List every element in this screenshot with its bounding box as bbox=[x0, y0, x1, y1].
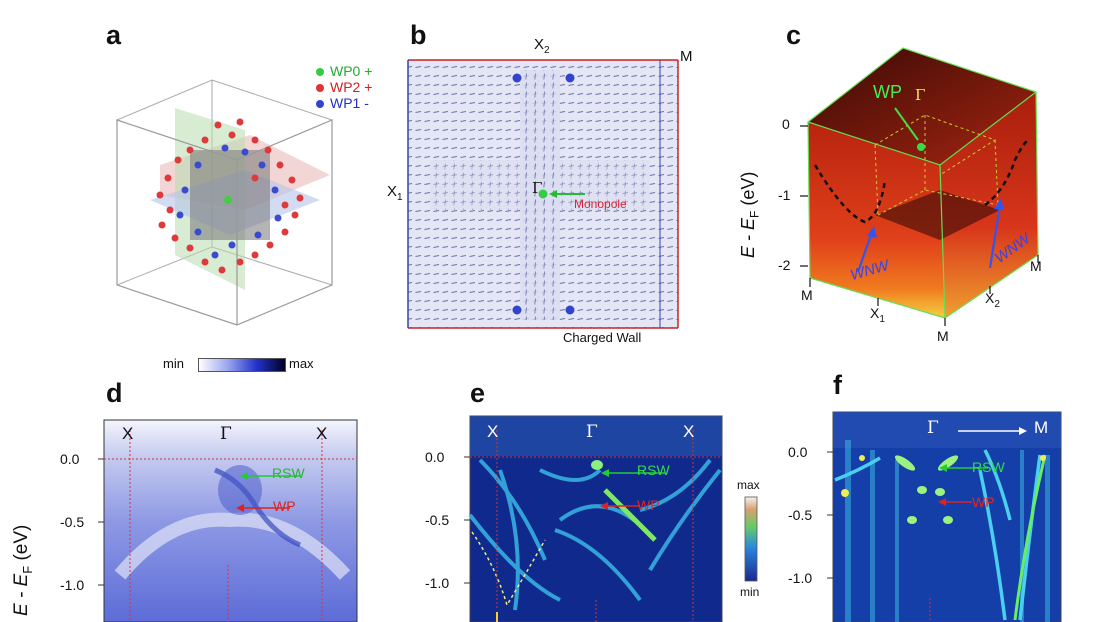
f-m: M bbox=[1034, 418, 1049, 437]
panel-e-label: e bbox=[470, 378, 486, 408]
f-ytick-2: -1.0 bbox=[788, 570, 813, 586]
b-x2-label: X2 bbox=[534, 36, 550, 56]
e-ytick-1: -0.5 bbox=[425, 512, 450, 528]
c-ytick-2: -2 bbox=[778, 257, 791, 273]
b-m-label: M bbox=[680, 48, 693, 65]
panel-c-label: c bbox=[786, 20, 802, 50]
c-m-bottom: M bbox=[937, 328, 949, 344]
f-ytick-0: 0.0 bbox=[788, 444, 808, 460]
panel-a-label: a bbox=[106, 20, 122, 50]
c-ylabel: E - EF (eV) bbox=[738, 171, 762, 258]
f-wp: WP bbox=[972, 494, 995, 510]
legend-wp2: WP2 + bbox=[330, 79, 373, 95]
legend-wp0: WP0 + bbox=[330, 63, 373, 79]
f-ytick-1: -0.5 bbox=[788, 507, 813, 523]
e-x-right: X bbox=[683, 422, 695, 441]
c-x2-label: X2 bbox=[985, 290, 1000, 310]
e-wp: WP bbox=[637, 497, 660, 513]
panel-f-label: f bbox=[833, 370, 842, 400]
colorbar-a-min: min bbox=[163, 356, 184, 371]
f-gamma: Γ bbox=[927, 418, 939, 438]
d-wp: WP bbox=[273, 498, 296, 514]
c-wnw-left: WNW bbox=[848, 256, 891, 285]
panel-b-label: b bbox=[410, 20, 427, 50]
b-x1-label: X1 bbox=[387, 183, 403, 203]
c-x1-label: X1 bbox=[870, 305, 885, 325]
e-ytick-2: -1.0 bbox=[425, 575, 450, 591]
c-m-right: M bbox=[1030, 258, 1042, 274]
c-wp-label: WP bbox=[873, 82, 902, 102]
colorbar-a bbox=[198, 358, 286, 372]
c-wnw-right: WNW bbox=[991, 230, 1034, 267]
c-gamma-label: Γ bbox=[915, 86, 926, 104]
d-x-right: X bbox=[316, 424, 328, 443]
e-ytick-0: 0.0 bbox=[425, 449, 445, 465]
d-ytick-0: 0.0 bbox=[60, 451, 80, 467]
b-monopole-label: Monopole bbox=[574, 197, 627, 211]
e-rsw: RSW bbox=[637, 462, 670, 478]
c-m-left: M bbox=[801, 287, 813, 303]
e-colorbar-max: max bbox=[737, 478, 760, 492]
colorbar-a-max: max bbox=[289, 356, 314, 371]
b-charged-wall-label: Charged Wall bbox=[563, 330, 642, 345]
d-ytick-2: -1.0 bbox=[60, 577, 85, 593]
d-rsw: RSW bbox=[272, 465, 305, 481]
c-ytick-1: -1 bbox=[778, 187, 791, 203]
f-rsw: RSW bbox=[972, 459, 1005, 475]
d-ylabel: E - EF (eV) bbox=[11, 524, 35, 616]
d-ytick-1: -0.5 bbox=[60, 514, 85, 530]
c-ytick-0: 0 bbox=[782, 116, 790, 132]
d-gamma: Γ bbox=[220, 424, 232, 444]
e-x-left: X bbox=[487, 422, 499, 441]
e-gamma: Γ bbox=[586, 422, 598, 442]
legend-wp1: WP1 - bbox=[330, 95, 369, 111]
d-x-left: X bbox=[122, 424, 134, 443]
b-gamma-label: Γ bbox=[532, 179, 543, 197]
e-colorbar-min: min bbox=[740, 585, 760, 599]
panel-d-label: d bbox=[106, 378, 123, 408]
